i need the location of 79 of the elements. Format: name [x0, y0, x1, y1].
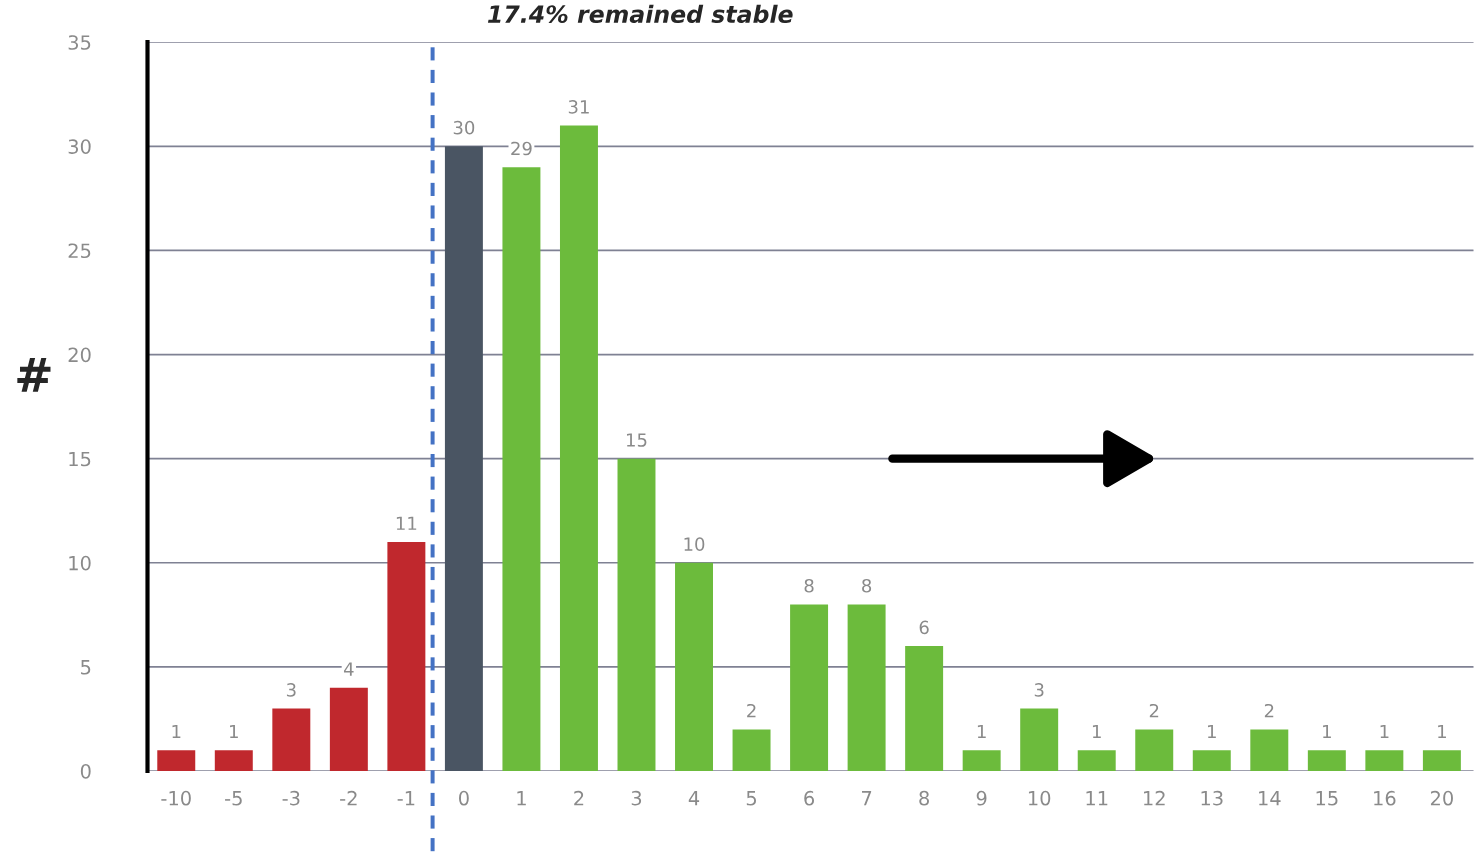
data-label: 2	[1264, 703, 1274, 718]
data-label: 1	[1323, 724, 1331, 739]
x-tick-label: 10	[1028, 790, 1051, 806]
x-tick-label: -10	[161, 790, 191, 806]
x-tick-label: 6	[804, 790, 815, 806]
bar	[905, 646, 944, 772]
data-label: 1	[1438, 724, 1446, 739]
data-label: 29	[511, 141, 532, 156]
y-tick-label: 20	[68, 347, 91, 363]
x-tick-label: 16	[1374, 790, 1396, 806]
x-tick-label: 12	[1144, 790, 1165, 806]
bar	[1020, 708, 1059, 772]
bar	[732, 729, 771, 772]
y-tick-label: 35	[68, 35, 91, 50]
x-tick-label: 2	[574, 790, 584, 806]
x-tick-label: 15	[1316, 791, 1338, 806]
x-tick-label: 14	[1259, 791, 1281, 806]
x-tick-label: 9	[976, 790, 987, 806]
chart-title: 17.4% remained stable	[487, 4, 793, 24]
data-label: 3	[1034, 683, 1044, 697]
bar	[1192, 750, 1231, 772]
bar	[1250, 729, 1289, 772]
data-label: 31	[568, 100, 589, 114]
x-tick-label: 11	[1086, 791, 1108, 806]
y-tick-label: 25	[68, 243, 91, 259]
data-label: 10	[684, 537, 705, 551]
data-label: 4	[343, 662, 354, 676]
y-tick-label: 10	[69, 555, 91, 571]
data-label: 1	[230, 724, 238, 739]
x-tick-label: 0	[459, 790, 469, 806]
bar	[559, 125, 598, 772]
x-tick-label: -2	[340, 790, 357, 806]
data-label: 11	[396, 516, 417, 530]
bar	[214, 750, 253, 772]
bar	[329, 687, 368, 772]
data-label: 1	[1092, 724, 1101, 739]
data-label: 3	[286, 683, 296, 697]
bar	[790, 604, 829, 772]
x-tick-label: 8	[919, 790, 929, 806]
bar	[387, 541, 426, 772]
bar	[502, 167, 541, 772]
bar	[272, 708, 311, 772]
bar	[1077, 750, 1116, 772]
y-tick-label: 30	[68, 139, 91, 154]
bar	[1135, 729, 1174, 772]
bar	[444, 146, 483, 772]
data-label: 1	[172, 724, 181, 739]
bar	[675, 562, 713, 772]
data-label: 2	[1149, 703, 1159, 718]
data-label: 15	[626, 433, 647, 447]
bar	[1422, 750, 1461, 772]
y-tick-label: 0	[80, 763, 91, 779]
bar	[1365, 750, 1404, 772]
data-label: 1	[977, 724, 986, 739]
x-tick-label: -3	[282, 790, 300, 806]
data-label: 8	[804, 578, 814, 593]
bar	[1307, 750, 1346, 772]
data-label: 1	[1208, 724, 1216, 739]
data-label: 1	[1380, 724, 1389, 739]
x-tick-label: 3	[631, 790, 642, 806]
x-tick-label: -1	[397, 791, 415, 806]
x-tick-label: 20	[1430, 790, 1453, 806]
bar	[157, 750, 196, 772]
data-label: 6	[919, 620, 929, 635]
bar	[617, 458, 656, 772]
y-tick-label: 15	[69, 451, 91, 467]
x-tick-label: 13	[1201, 790, 1223, 806]
bar	[962, 750, 1001, 772]
data-label: 2	[747, 703, 756, 718]
y-axis-title: #	[17, 357, 51, 392]
bar	[847, 604, 886, 772]
x-tick-label: 5	[746, 791, 757, 806]
data-label: 8	[862, 578, 872, 593]
y-tick-label: 5	[81, 660, 91, 675]
x-tick-label: 1	[517, 791, 526, 806]
x-tick-label: 4	[688, 791, 700, 806]
x-tick-label: -5	[225, 791, 242, 806]
x-tick-label: 7	[862, 791, 872, 806]
data-label: 30	[453, 120, 475, 135]
